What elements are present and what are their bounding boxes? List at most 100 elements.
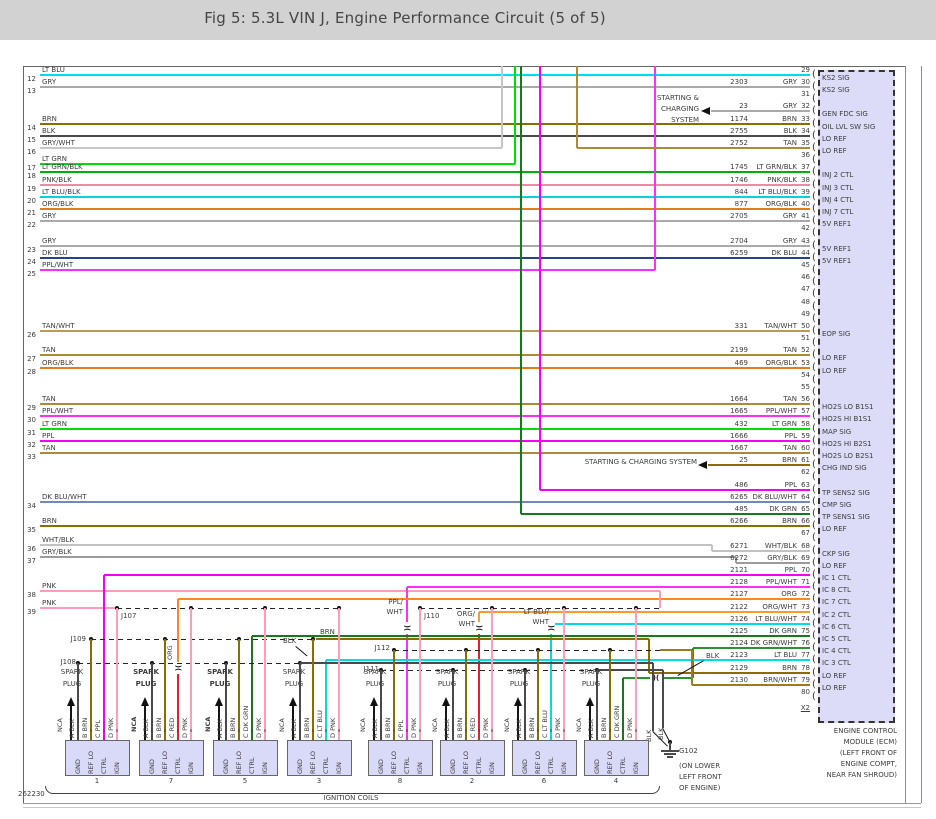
wire-color-label: LT GRN — [772, 420, 797, 428]
wire-row-19 — [40, 184, 810, 186]
ignition-coils-label: IGNITION COILS — [321, 794, 381, 802]
wire-segment — [299, 663, 301, 740]
spark-plug-label: PLUG — [581, 680, 601, 688]
wire-segment — [662, 670, 664, 728]
spark-plug-arrow-icon — [215, 697, 223, 706]
coil-terminal-name: REF LO — [534, 751, 542, 774]
wire-color-label: LT BLU/BLK — [42, 188, 81, 196]
coil-terminal-name: REF LO — [309, 751, 317, 774]
spark-plug-wire — [217, 706, 221, 740]
row-number-17: 17 — [27, 164, 36, 172]
wire-row-37 — [40, 556, 736, 558]
terminal-connector-icon: ∧ — [392, 728, 396, 734]
wire-color-label: LT GRN — [42, 420, 67, 428]
pin-bracket-icon: ( — [812, 471, 816, 482]
pin-number-69: 69 — [801, 554, 810, 562]
wire-segment — [712, 550, 810, 552]
spark-plug-label: SPARK — [207, 668, 233, 676]
starting-charging-label: STARTING & CHARGING SYSTEM — [584, 458, 697, 466]
pin-signal-label: INJ 4 CTL — [822, 196, 854, 204]
wire-color-label: LT BLU/BLK — [758, 188, 797, 196]
pin-bracket-icon: ( — [812, 301, 816, 312]
wire-color-label: PPL/ — [388, 598, 403, 606]
pin-number-67: 67 — [801, 529, 810, 537]
pin-bracket-icon: ( — [812, 679, 816, 690]
wire-color-label: BRN — [320, 628, 335, 636]
pin-signal-label: INJ 7 CTL — [822, 208, 854, 216]
circuit-number: 432 — [734, 420, 748, 428]
ignition-coil-2 — [440, 740, 505, 776]
wire-color-label: WHT/BLK — [764, 542, 797, 550]
wire-color-label: BLK — [283, 637, 297, 645]
spark-plug-label: SPARK — [282, 668, 306, 676]
row-number-33: 33 — [27, 453, 36, 461]
wire-segment — [563, 608, 565, 740]
coil-terminal-name: CTRL — [403, 757, 411, 774]
wire-color-label: ORG/BLK — [42, 359, 74, 367]
pin-bracket-icon: ( — [812, 386, 816, 397]
terminal-connector-icon: ∧ — [115, 728, 119, 734]
spark-plug-arrow-icon — [442, 697, 450, 706]
pin-number-49: 49 — [801, 310, 810, 318]
wire-splice-break: )( — [403, 622, 411, 634]
terminal-connector-icon: ∧ — [76, 728, 80, 734]
spark-plug-arrow-icon — [370, 697, 378, 706]
wire-segment — [252, 635, 810, 637]
row-number-31: 31 — [27, 429, 36, 437]
pin-signal-label: IC 2 CTL — [822, 611, 851, 619]
wire-segment — [692, 648, 694, 678]
wire-segment — [164, 639, 166, 740]
pin-bracket-icon: ( — [812, 410, 816, 421]
pin-signal-label: LO REF — [822, 684, 847, 692]
pin-bracket-icon: ( — [812, 105, 816, 116]
wire-segment — [540, 489, 810, 491]
spark-plug-label: SPARK — [133, 668, 159, 676]
row-number-28: 28 — [27, 368, 36, 376]
pin-number-56: 56 — [801, 395, 810, 403]
pin-number-42: 42 — [801, 224, 810, 232]
terminal-connector-icon: ∧ — [405, 728, 409, 734]
wire-segment — [380, 670, 382, 740]
circuit-number: 2704 — [730, 237, 748, 245]
pin-bracket-icon: ( — [812, 325, 816, 336]
pin-number-33: 33 — [801, 115, 810, 123]
ignition-coil-1 — [65, 740, 130, 776]
wire-row-39 — [40, 607, 117, 609]
wire-segment — [576, 66, 578, 148]
pin-number-41: 41 — [801, 212, 810, 220]
terminal-connector-icon: ∧ — [549, 728, 553, 734]
nca-label: NCA — [130, 716, 138, 732]
spark-plug-label: PLUG — [437, 680, 457, 688]
row-number-25: 25 — [27, 270, 36, 278]
wire-segment — [524, 670, 526, 740]
spark-plug-wire — [143, 706, 147, 740]
figure-title: Fig 5: 5.3L VIN J, Engine Performance Ci… — [204, 9, 606, 27]
pin-bracket-icon: ( — [812, 276, 816, 287]
pin-number-68: 68 — [801, 542, 810, 550]
wire-segment — [735, 557, 737, 563]
pin-number-48: 48 — [801, 298, 810, 306]
terminal-connector-icon: ∧ — [298, 728, 302, 734]
wire-segment — [326, 659, 810, 661]
coil-number-2: 2 — [469, 777, 475, 785]
wire-segment — [393, 650, 395, 740]
bracket-line — [52, 792, 653, 794]
wire-row-13 — [40, 86, 810, 88]
pin-bracket-icon: ( — [812, 398, 816, 409]
ecm-connector-box — [818, 70, 895, 723]
wire-segment — [452, 670, 454, 740]
circuit-number: 2752 — [730, 139, 748, 147]
terminal-connector-icon: ∧ — [451, 728, 455, 734]
border-right-inner — [904, 66, 906, 803]
wire-segment — [514, 66, 516, 164]
wire-row-33 — [40, 452, 810, 454]
circuit-number: 25 — [739, 456, 748, 464]
wire-color-label: BRN — [42, 115, 57, 123]
pin-bracket-icon: ( — [812, 630, 816, 641]
wire-color-label: PNK/BLK — [42, 176, 72, 184]
spark-plug-arrow-icon — [67, 697, 75, 706]
wire-segment — [177, 599, 179, 668]
pin-signal-label: IC 4 CTL — [822, 647, 851, 655]
spark-plug-arrow-icon — [289, 697, 297, 706]
pin-signal-label: IC 5 CTL — [822, 635, 851, 643]
